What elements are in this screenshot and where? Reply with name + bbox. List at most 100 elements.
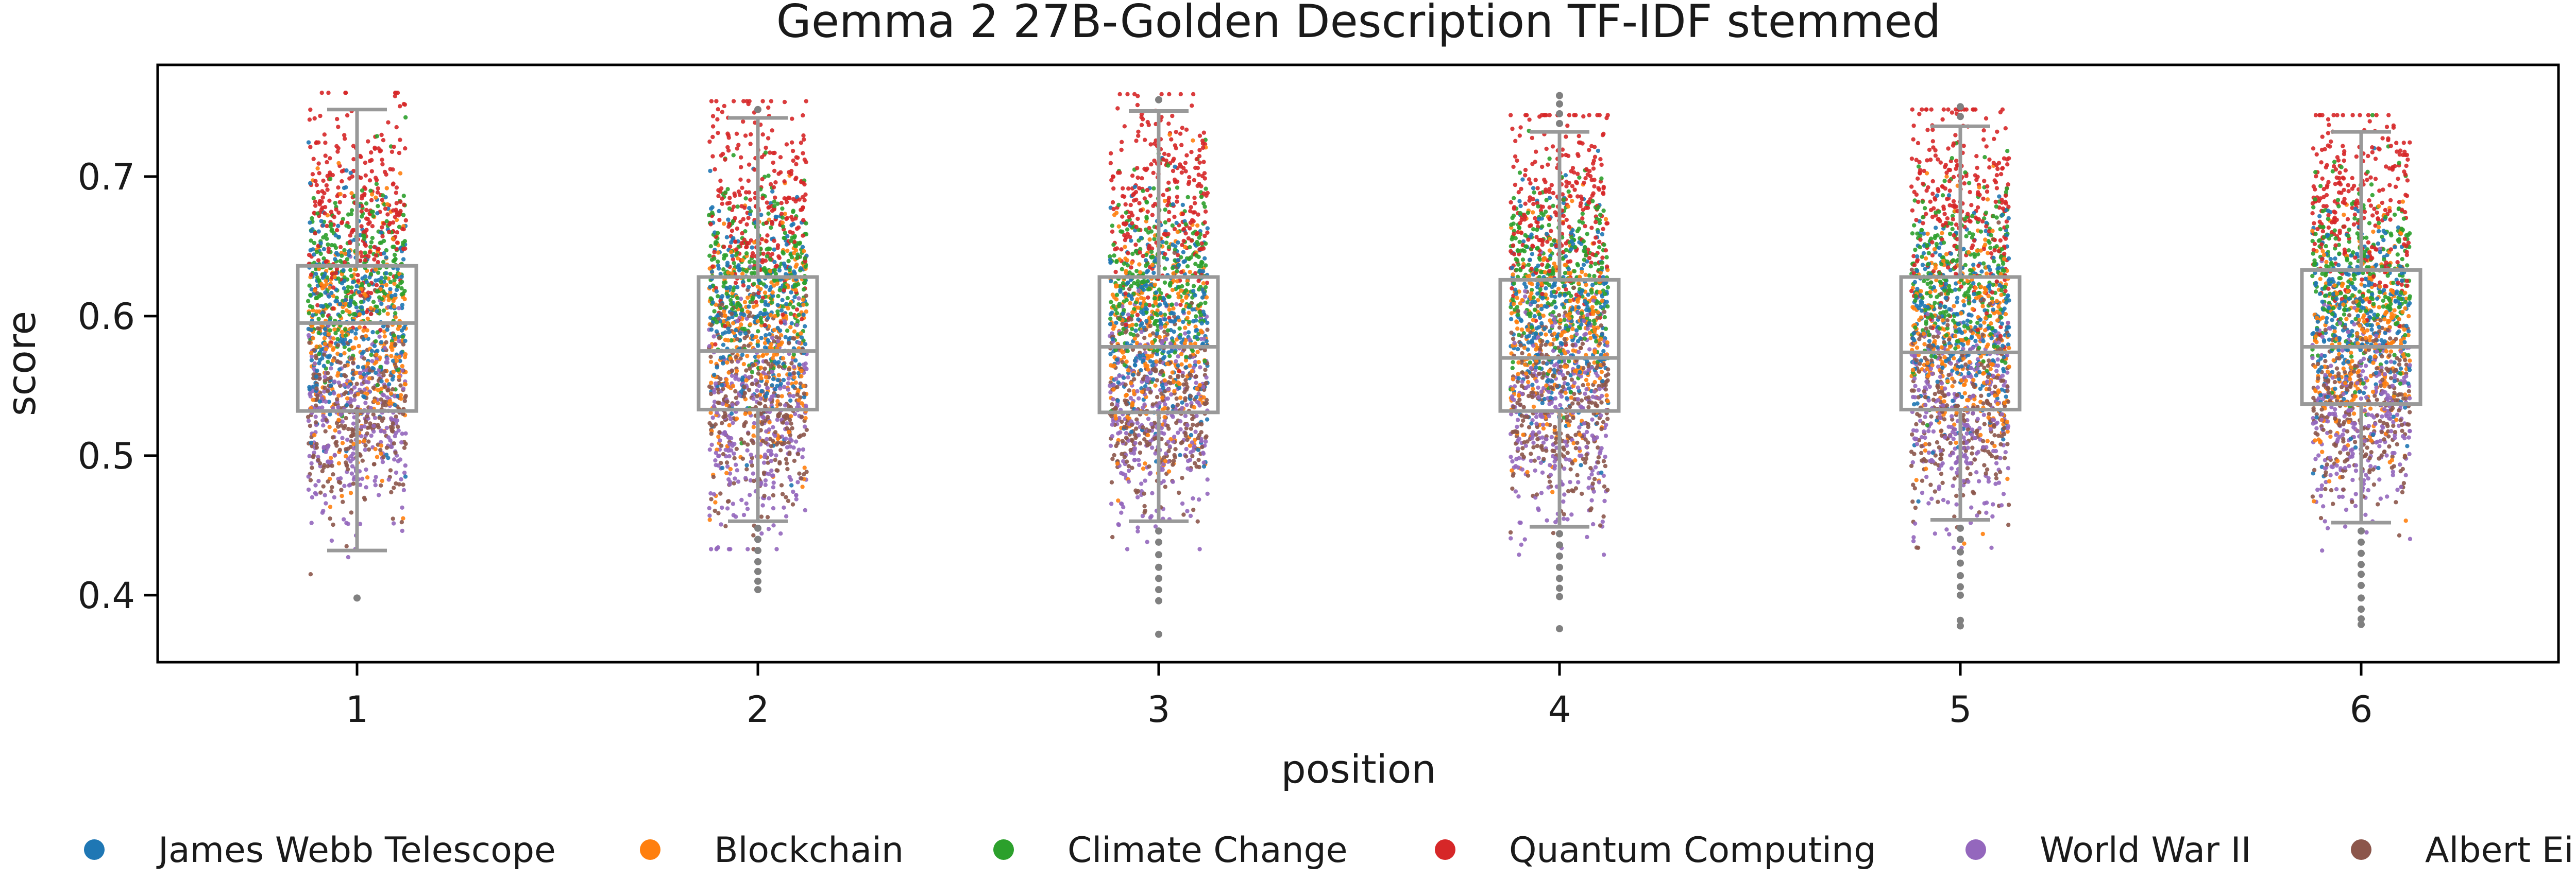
strip-point (717, 209, 721, 214)
strip-point (374, 283, 379, 287)
strip-point (748, 197, 753, 202)
strip-point (759, 237, 765, 241)
strip-point (1167, 294, 1172, 299)
strip-point (793, 439, 799, 444)
strip-point (363, 160, 368, 165)
strip-point (748, 142, 753, 146)
strip-point (708, 391, 714, 396)
strip-point (1155, 378, 1160, 383)
strip-point (1185, 509, 1190, 513)
strip-point (336, 461, 342, 465)
strip-point (1204, 381, 1209, 386)
strip-point (327, 353, 332, 358)
strip-point (715, 365, 719, 370)
strip-point (1157, 287, 1162, 292)
strip-point (1143, 461, 1147, 466)
strip-point (310, 216, 314, 221)
strip-point (1115, 398, 1120, 403)
strip-point (403, 441, 408, 446)
strip-point (758, 366, 764, 370)
strip-point (765, 386, 770, 390)
strip-point (309, 324, 314, 329)
strip-point (1191, 507, 1196, 512)
strip-point (359, 300, 364, 304)
strip-point (1172, 379, 1176, 384)
strip-point (1203, 435, 1208, 440)
strip-point (735, 400, 740, 405)
strip-point (1121, 350, 1125, 355)
strip-point (720, 383, 724, 388)
strip-point (1108, 322, 1113, 326)
strip-point (351, 144, 356, 148)
strip-point (342, 517, 346, 522)
strip-point (707, 139, 712, 144)
strip-point (793, 380, 799, 385)
strip-point (401, 213, 406, 217)
strip-point (1148, 193, 1153, 198)
strip-point (328, 343, 333, 348)
strip-point (348, 491, 353, 495)
strip-point (803, 324, 807, 329)
strip-point (712, 256, 717, 261)
strip-point (1191, 365, 1196, 370)
strip-point (345, 113, 350, 118)
strip-point (1122, 261, 1127, 266)
strip-point (788, 302, 792, 307)
strip-point (783, 335, 788, 339)
strip-point (385, 312, 390, 316)
strip-point (331, 522, 335, 527)
strip-point (789, 361, 794, 366)
strip-point (736, 359, 740, 364)
strip-point (793, 288, 799, 292)
strip-point (312, 116, 317, 121)
strip-point (374, 360, 379, 365)
strip-point (314, 183, 319, 187)
strip-point (790, 502, 795, 507)
strip-point (394, 470, 399, 475)
strip-point (780, 220, 785, 225)
strip-point (349, 471, 354, 476)
strip-point (362, 193, 367, 198)
strip-point (1173, 164, 1177, 169)
strip-point (750, 297, 755, 302)
strip-point (771, 425, 775, 429)
strip-point (1195, 231, 1200, 236)
strip-point (370, 224, 375, 229)
strip-point (396, 326, 400, 331)
strip-point (1116, 224, 1121, 229)
strip-point (722, 221, 726, 226)
strip-point (1196, 172, 1201, 177)
strip-point (795, 452, 801, 457)
strip-point (709, 327, 714, 332)
strip-point (1171, 306, 1176, 311)
strip-point (365, 431, 369, 436)
strip-point (738, 297, 743, 301)
strip-point (1109, 300, 1113, 304)
strip-point (386, 120, 391, 125)
strip-point (1122, 455, 1127, 459)
strip-point (726, 270, 731, 275)
strip-point (751, 533, 756, 538)
strip-point (1139, 235, 1143, 240)
strip-point (707, 513, 712, 518)
strip-point (716, 400, 720, 405)
strip-point (385, 360, 389, 365)
strip-point (336, 210, 341, 215)
strip-point (336, 343, 341, 348)
strip-point (726, 547, 732, 551)
strip-point (312, 433, 317, 438)
strip-point (1194, 464, 1199, 469)
strip-point (391, 167, 395, 172)
strip-point (755, 284, 760, 289)
strip-point (331, 285, 336, 290)
strip-point (1188, 468, 1193, 473)
strip-point (1110, 434, 1115, 439)
strip-point (712, 390, 717, 395)
strip-point (795, 156, 800, 160)
strip-point (390, 387, 395, 392)
strip-point (775, 281, 779, 286)
strip-point (1178, 302, 1183, 307)
strip-point (801, 218, 806, 222)
strip-point (311, 196, 316, 201)
strip-point (1190, 369, 1194, 374)
